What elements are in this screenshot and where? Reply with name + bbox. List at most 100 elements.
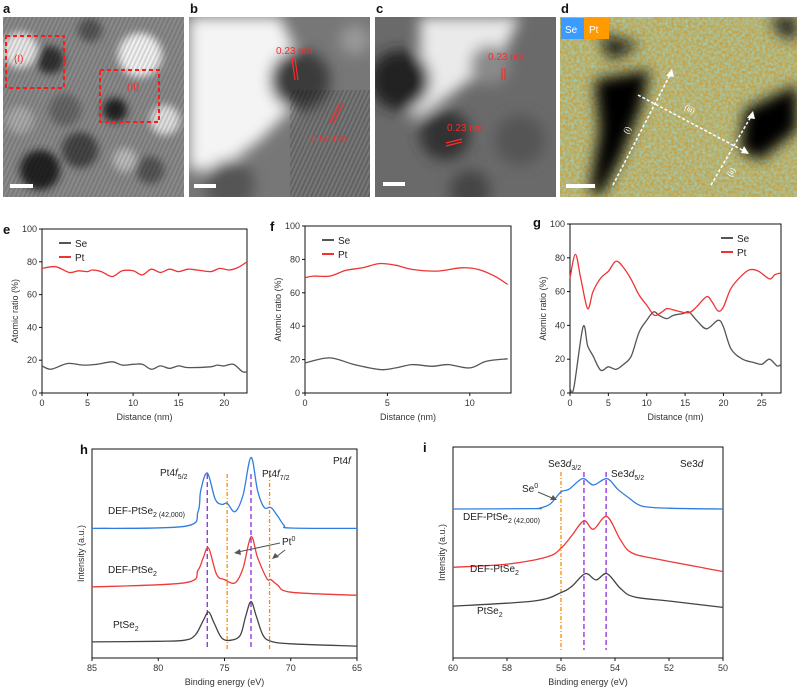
y-tick-label: 80 (290, 254, 300, 264)
y-tick-label: 60 (290, 288, 300, 298)
lattice-spacing-label: 0.50 nm (311, 134, 347, 145)
y-tick-label: 20 (555, 354, 565, 364)
panel-label-d: d (561, 1, 569, 16)
y-tick-label: 0 (560, 388, 565, 398)
y-tick-label: 40 (290, 321, 300, 331)
x-axis-label: Binding energy (eV) (548, 677, 628, 687)
panel-label-b: b (190, 1, 198, 16)
peak-label-se3d32: Se3d3/2 (548, 459, 581, 472)
chart-g: 0 5 10 15 20 25 0 20 40 60 80 100 Distance (nm) Atomi… (538, 219, 782, 422)
legend-label: Se (737, 234, 750, 245)
series-line-se (41, 361, 248, 373)
x-tick-label: 25 (757, 398, 767, 408)
x-tick-label: 15 (680, 398, 690, 408)
y-tick-label: 0 (295, 388, 300, 398)
legend-label: Se (75, 239, 88, 250)
lattice-spacing-label: 0.23 nm (447, 123, 483, 134)
x-tick-label: 65 (352, 663, 362, 673)
x-tick-label: 50 (718, 663, 728, 673)
series-line-def-ptse2 (452, 515, 724, 573)
x-tick-label: 80 (153, 663, 163, 673)
x-axis-label: Distance (nm) (116, 412, 172, 422)
x-tick-label: 0 (567, 398, 572, 408)
x-tick-label: 85 (87, 663, 97, 673)
legend-label-pt: Pt (589, 25, 599, 36)
tem-image-a: (I) (II) (3, 17, 184, 197)
y-axis-label: Atomic ratio (%) (10, 279, 20, 343)
lattice-spacing-label: 0.23 nm (276, 46, 312, 57)
x-tick-label: 58 (502, 663, 512, 673)
annotations-i: Se3d3/2 Se3d5/2 Se3d Se0 DEF-PtSe2 (42,0… (463, 459, 704, 619)
spectrum-label-def-ptse2-42000: DEF-PtSe2 (42,000) (463, 512, 540, 525)
y-tick-label: 0 (32, 388, 37, 398)
series-line-pt (304, 262, 509, 285)
peak-label-se3d52: Se3d5/2 (611, 469, 644, 482)
peak-label-pt4f72: Pt4f7/2 (262, 469, 290, 482)
y-axis-label: Intensity (a.u.) (437, 524, 447, 581)
chart-h: 85 80 75 70 65 Binding energy (eV) Intensity (… (76, 448, 362, 687)
series-line-def-ptse2 (91, 536, 358, 596)
series-line-se (569, 310, 782, 394)
peak-label-pt4f52: Pt4f5/2 (160, 468, 188, 481)
x-tick-label: 0 (39, 398, 44, 408)
x-tick-label: 10 (128, 398, 138, 408)
x-tick-label: 5 (385, 398, 390, 408)
panel-label-c: c (376, 1, 383, 16)
line-label-ii: (ii) (725, 166, 737, 178)
se0-label: Se0 (522, 483, 538, 495)
y-tick-label: 20 (290, 355, 300, 365)
x-axis-label: Distance (nm) (647, 412, 703, 422)
legend-label: Pt (737, 248, 747, 259)
region-label-i: (I) (14, 54, 23, 65)
region-label-ii: (II) (127, 82, 139, 93)
spectrum-label-ptse2: PtSe2 (113, 620, 139, 633)
plot-frame (304, 225, 512, 394)
x-tick-label: 15 (174, 398, 184, 408)
scale-bar (194, 184, 216, 188)
spectrum-label-def-ptse2: DEF-PtSe2 (470, 564, 519, 577)
y-tick-label: 80 (555, 253, 565, 263)
chart-title-pt4f: Pt4f (333, 456, 352, 467)
y-tick-label: 100 (550, 219, 565, 229)
x-tick-label: 20 (219, 398, 229, 408)
legend-label: Pt (338, 250, 348, 261)
x-tick-label: 5 (85, 398, 90, 408)
x-tick-label: 56 (556, 663, 566, 673)
plot-frame (569, 223, 782, 394)
panel-label-i: i (423, 440, 427, 455)
legend-swatch-pt (584, 18, 609, 39)
scale-bar (10, 184, 33, 188)
legend-label-se: Se (565, 25, 578, 36)
x-tick-label: 10 (642, 398, 652, 408)
line-label-i: (i) (622, 125, 633, 136)
annotations-h: Pt4f5/2 Pt4f7/2 Pt4f Pt0 DEF-PtSe2 (42,0… (108, 456, 352, 633)
y-tick-label: 80 (27, 257, 37, 267)
x-tick-label: 10 (465, 398, 475, 408)
x-axis-label: Distance (nm) (380, 412, 436, 422)
y-axis-label: Atomic ratio (%) (273, 277, 283, 341)
series-line-ptse2 (91, 600, 358, 647)
spectrum-label-def-ptse2: DEF-PtSe2 (108, 565, 157, 578)
y-tick-label: 20 (27, 355, 37, 365)
y-tick-label: 60 (27, 290, 37, 300)
tem-image-b: 0.23 nm 0.50 nm (189, 17, 370, 197)
spectrum-label-ptse2: PtSe2 (477, 606, 503, 619)
lattice-spacing-label: 0.23 nm (488, 52, 524, 63)
series-line-def-ptse2-42-000- (452, 477, 724, 510)
panel-label-a: a (3, 1, 11, 16)
legend-label: Se (338, 236, 351, 247)
tem-image-c: 0.23 nm 0.23 nm (375, 17, 556, 197)
series-line-def-ptse2-42-000- (91, 456, 358, 530)
x-tick-label: 5 (606, 398, 611, 408)
series-line-pt (569, 253, 782, 317)
y-tick-label: 40 (555, 320, 565, 330)
chart-i: 60 58 56 54 52 50 Binding energy (eV) Intensity… (437, 446, 728, 687)
y-tick-label: 100 (285, 221, 300, 231)
y-axis-label: Atomic ratio (%) (538, 276, 548, 340)
x-tick-label: 60 (448, 663, 458, 673)
x-tick-label: 20 (718, 398, 728, 408)
series-line-ptse2 (452, 572, 724, 609)
panel-label-f: f (270, 219, 275, 234)
chart-e: 0 5 10 15 20 0 20 40 60 80 100 Distance (nm) Atomic … (10, 224, 248, 422)
